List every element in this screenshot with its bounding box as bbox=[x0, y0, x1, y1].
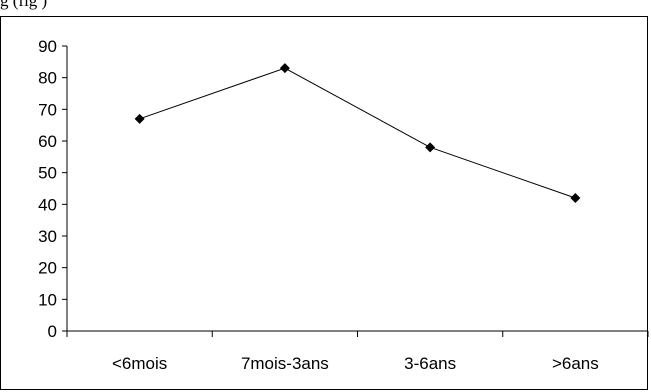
y-tick-label: 90 bbox=[38, 37, 57, 56]
data-point--6mois bbox=[135, 114, 145, 124]
x-tick-label: >6ans bbox=[552, 354, 599, 373]
y-tick-label: 80 bbox=[38, 69, 57, 88]
x-tick-label: 7mois-3ans bbox=[241, 354, 329, 373]
data-point--6ans bbox=[570, 193, 580, 203]
data-point-7mois-3ans bbox=[280, 63, 290, 73]
y-tick-label: 40 bbox=[38, 195, 57, 214]
x-tick-label: 3-6ans bbox=[404, 354, 456, 373]
y-tick-label: 10 bbox=[38, 290, 57, 309]
y-tick-label: 20 bbox=[38, 259, 57, 278]
y-tick-label: 60 bbox=[38, 132, 57, 151]
y-axis: 0 10 20 30 40 50 60 70 80 90 bbox=[38, 37, 67, 341]
series bbox=[135, 63, 581, 203]
y-tick-label: 50 bbox=[38, 164, 57, 183]
series-line bbox=[140, 68, 576, 198]
y-tick-label: 0 bbox=[48, 322, 57, 341]
x-axis: <6mois 7mois-3ans 3-6ans >6ans bbox=[67, 331, 648, 373]
y-tick-label: 70 bbox=[38, 100, 57, 119]
data-point-3-6ans bbox=[425, 142, 435, 152]
y-tick-label: 30 bbox=[38, 227, 57, 246]
x-tick-label: <6mois bbox=[112, 354, 167, 373]
